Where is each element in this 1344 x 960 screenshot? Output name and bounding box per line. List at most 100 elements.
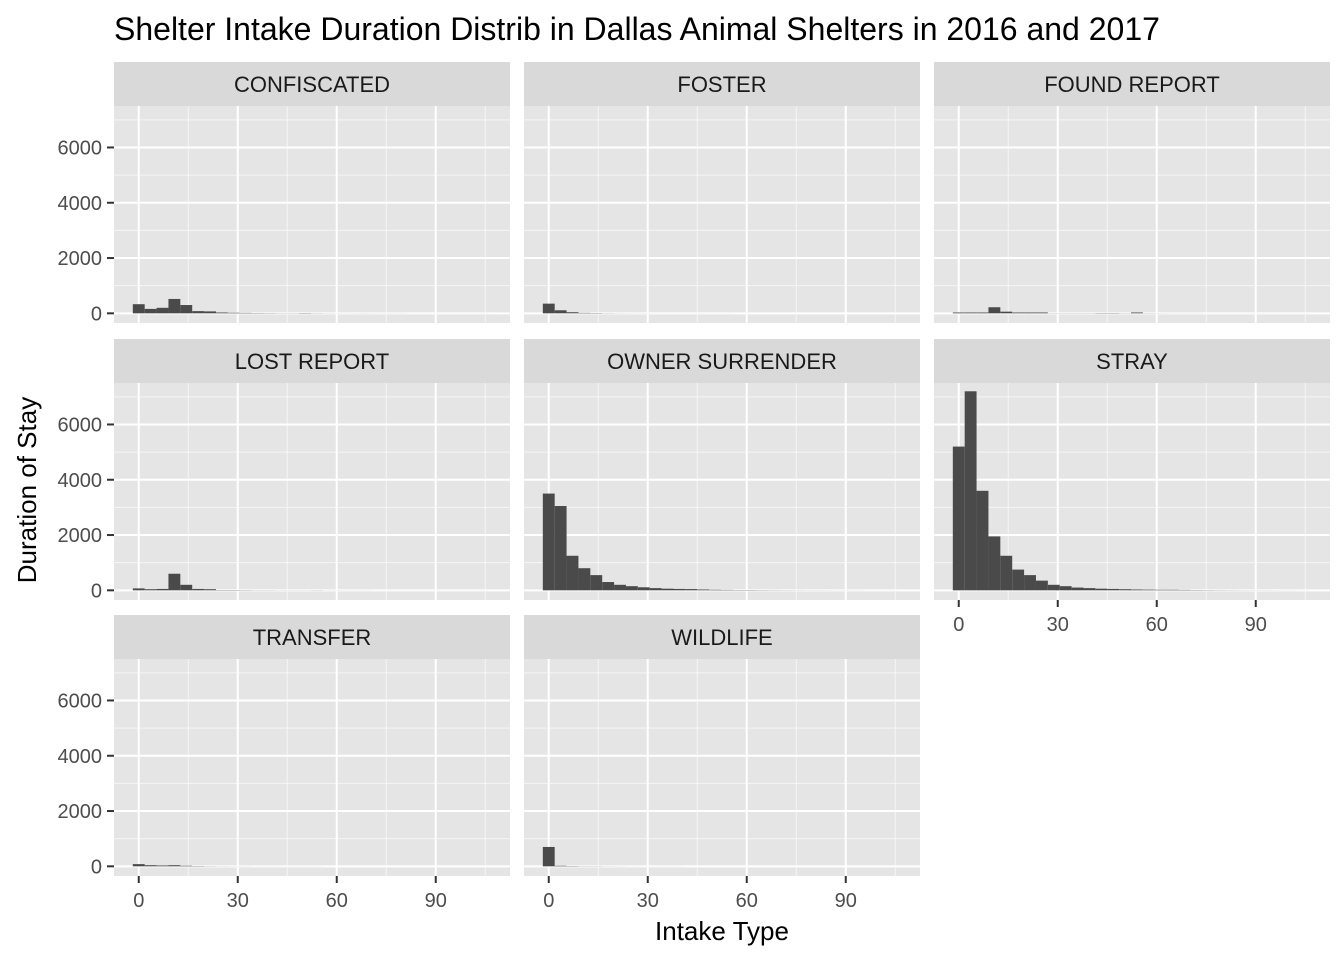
- histogram-bar: [1012, 569, 1025, 591]
- histogram-bar: [1024, 312, 1036, 314]
- y-tick-label: 0: [91, 303, 102, 325]
- histogram-bar: [976, 490, 989, 591]
- histogram-bar: [1071, 587, 1084, 591]
- panel-background-lost-report: [114, 383, 510, 600]
- histogram-bar: [952, 446, 965, 591]
- histogram-bar: [1047, 584, 1060, 591]
- chart-title: Shelter Intake Duration Distrib in Dalla…: [114, 11, 1160, 47]
- histogram-bar: [964, 391, 977, 591]
- histogram-bar: [964, 312, 977, 314]
- histogram-bar: [625, 586, 638, 591]
- facet-label-wildlife: WILDLIFE: [671, 625, 772, 650]
- y-tick-label: 4000: [58, 193, 103, 215]
- histogram-bar: [168, 298, 181, 314]
- histogram-bar: [204, 311, 216, 314]
- x-axis-stray: 0 30 60 90: [953, 600, 1267, 636]
- histogram-bar: [1000, 311, 1013, 314]
- x-tick-label: 90: [835, 890, 857, 912]
- histogram-bar: [1095, 588, 1108, 591]
- y-axis-title: Duration of Stay: [12, 397, 42, 583]
- y-axis-transfer: 0 2000 4000 6000: [58, 690, 114, 878]
- panel-background-transfer: [114, 659, 510, 876]
- histogram-bar: [1142, 589, 1155, 591]
- histogram-bar: [180, 584, 193, 591]
- histogram-bar: [542, 303, 555, 314]
- x-tick-label: 60: [1146, 614, 1168, 636]
- histogram-bar: [227, 312, 240, 314]
- panel-background-foster: [524, 106, 920, 323]
- histogram-bar: [1166, 589, 1179, 591]
- histogram-bar: [180, 865, 193, 867]
- histogram-bar: [1000, 555, 1013, 591]
- facet-strip-transfer: [114, 615, 510, 659]
- facet-label-confiscated: CONFISCATED: [234, 72, 390, 97]
- histogram-bar: [542, 846, 555, 867]
- facet-label-lost-report: LOST REPORT: [235, 349, 389, 374]
- y-tick-label: 4000: [58, 470, 103, 492]
- histogram-bar: [1012, 312, 1025, 314]
- y-axis-confiscated: 0 2000 4000 6000: [58, 137, 114, 325]
- facet-strip-wildlife: [524, 615, 920, 659]
- histogram-bar: [590, 575, 603, 591]
- y-tick-label: 2000: [58, 248, 103, 270]
- histogram-bar: [578, 568, 591, 591]
- histogram-bar: [1024, 575, 1036, 591]
- facet-wildlife: WILDLIFE: [524, 615, 920, 876]
- panel-background-wildlife: [524, 659, 920, 876]
- histogram-bar: [566, 312, 579, 314]
- histogram-bar: [156, 588, 169, 591]
- histogram-bar: [637, 587, 650, 591]
- x-axis-transfer: 0 30 60 90: [133, 876, 447, 912]
- histogram-bar: [1059, 586, 1072, 591]
- x-tick-label: 0: [543, 890, 554, 912]
- histogram-bar: [976, 312, 989, 314]
- y-tick-label: 6000: [58, 137, 103, 159]
- histogram-bar: [1035, 312, 1048, 314]
- facet-strip-owner-surrender: [524, 339, 920, 383]
- histogram-bar: [602, 582, 615, 591]
- y-tick-label: 6000: [58, 690, 103, 712]
- facet-strip-confiscated: [114, 62, 510, 106]
- histogram-bar: [132, 588, 145, 591]
- facet-confiscated: CONFISCATED: [114, 62, 510, 323]
- histogram-bar: [192, 311, 205, 314]
- facet-strip-lost-report: [114, 339, 510, 383]
- facet-strip-stray: [934, 339, 1330, 383]
- x-axis-wildlife: 0 30 60 90: [543, 876, 857, 912]
- x-tick-label: 60: [736, 890, 758, 912]
- facet-owner-surrender: OWNER SURRENDER: [524, 339, 920, 600]
- facet-label-found-report: FOUND REPORT: [1044, 72, 1220, 97]
- y-tick-label: 6000: [58, 414, 103, 436]
- histogram-bar: [988, 307, 1001, 314]
- histogram-bar: [144, 589, 157, 591]
- facet-label-transfer: TRANSFER: [253, 625, 372, 650]
- x-tick-label: 30: [227, 890, 249, 912]
- facet-lost-report: LOST REPORT: [114, 339, 510, 600]
- x-tick-label: 0: [953, 614, 964, 636]
- x-tick-label: 60: [326, 890, 348, 912]
- facet-strip-found-report: [934, 62, 1330, 106]
- histogram-bar: [1154, 589, 1167, 591]
- y-axes: 0 2000 4000 6000 0 2000 4000 6000 0 2000 4000 6000: [58, 137, 114, 878]
- y-tick-label: 0: [91, 580, 102, 602]
- facet-stray: STRAY: [934, 339, 1330, 600]
- panel-background-found-report: [934, 106, 1330, 323]
- histogram-bar: [554, 310, 567, 314]
- y-tick-label: 2000: [58, 525, 103, 547]
- histogram-bar: [156, 865, 169, 867]
- x-tick-label: 30: [637, 890, 659, 912]
- x-axis-title: Intake Type: [655, 916, 789, 946]
- histogram-bar: [204, 589, 216, 591]
- histogram-bar: [192, 588, 205, 591]
- histogram-bar: [144, 308, 157, 314]
- y-tick-label: 2000: [58, 801, 103, 823]
- facet-label-foster: FOSTER: [677, 72, 766, 97]
- histogram-bar: [1131, 312, 1143, 314]
- histogram-bar: [144, 865, 157, 867]
- histogram-bar: [1107, 588, 1120, 591]
- x-tick-label: 90: [1245, 614, 1267, 636]
- histogram-bar: [168, 573, 181, 591]
- histogram-bar: [554, 506, 567, 591]
- histogram-bar: [661, 588, 674, 591]
